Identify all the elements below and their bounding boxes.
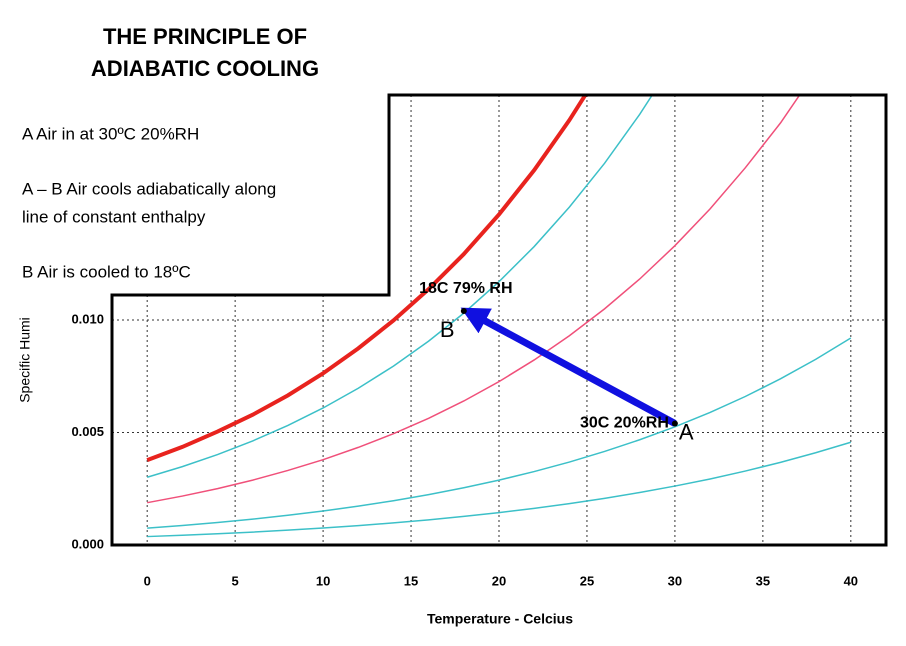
x-tick-label: 40 — [844, 573, 858, 588]
note-line: B Air is cooled to 18ºC — [22, 262, 191, 281]
state-point — [671, 420, 678, 427]
rh-line — [146, 95, 654, 478]
point-note: 30C 20%RH — [580, 415, 669, 432]
x-tick-label: 15 — [404, 573, 418, 588]
note-line: A – B Air cools adiabatically along — [22, 179, 276, 198]
annotations — [460, 307, 678, 427]
rh-line — [147, 441, 852, 538]
rh-line — [147, 337, 852, 529]
rh-line — [147, 95, 801, 504]
state-point — [460, 308, 467, 314]
y-tick-label: 0.005 — [71, 424, 104, 439]
note-line: A Air in at 30ºC 20%RH — [22, 124, 199, 143]
process-arrow — [460, 307, 677, 427]
corner-mask — [100, 88, 389, 294]
x-tick-label: 35 — [756, 573, 770, 588]
x-tick-label: 10 — [316, 573, 330, 588]
x-axis-label: Temperature - Celcius — [427, 611, 573, 627]
point-label: B — [440, 317, 455, 342]
x-tick-label: 25 — [580, 573, 594, 588]
note-line: line of constant enthalpy — [22, 207, 206, 226]
point-label: A — [679, 419, 694, 444]
texts: 0 5 10 15 20 25 30 35 40 0.000 0.005 0.010 A 30C 20%R… — [17, 24, 858, 627]
x-tick-label: 0 — [144, 573, 151, 588]
y-tick-label: 0.000 — [71, 536, 104, 551]
series — [146, 95, 852, 538]
y-axis-label: Specific Humi — [17, 317, 33, 403]
y-tick-label: 0.010 — [71, 311, 104, 326]
plot-frame — [110, 93, 888, 547]
x-tick-label: 30 — [668, 573, 682, 588]
chart-title: THE PRINCIPLE OF — [103, 24, 307, 49]
x-tick-label: 20 — [492, 573, 506, 588]
point-note: 18C 79% RH — [419, 280, 512, 297]
rh-line — [146, 95, 588, 463]
chart-title: ADIABATIC COOLING — [91, 56, 319, 81]
x-tick-label: 5 — [232, 573, 239, 588]
